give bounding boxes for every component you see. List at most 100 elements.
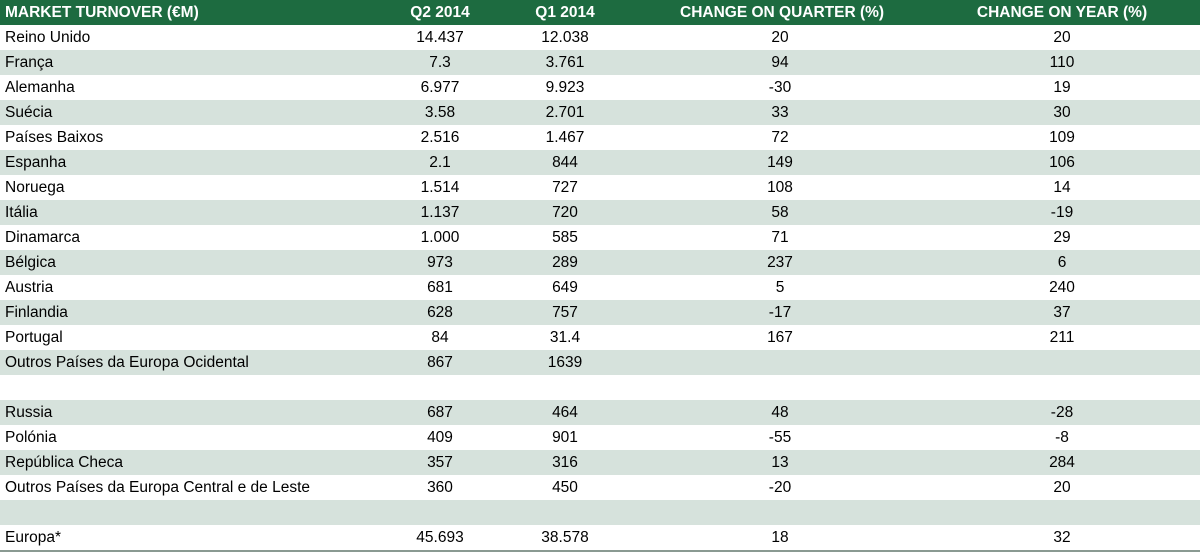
table-row: Noruega 1.514 727 108 14 — [0, 175, 1200, 200]
row-value: 6 — [1057, 254, 1067, 271]
row-label: Noruega — [5, 179, 65, 196]
row-value: 7.3 — [429, 54, 451, 71]
bottom-border — [0, 550, 1200, 552]
row-value: 720 — [552, 204, 578, 221]
row-label: Outros Países da Europa Central e de Les… — [5, 479, 311, 496]
row-value: 360 — [427, 479, 453, 496]
row-value: 30 — [1053, 104, 1071, 121]
row-label: Suécia — [5, 104, 53, 121]
row-value: 844 — [552, 154, 578, 171]
table-row: Dinamarca 1.000 585 71 29 — [0, 225, 1200, 250]
row-value: 2.516 — [420, 129, 460, 146]
row-value: 727 — [552, 179, 578, 196]
row-label: República Checa — [5, 454, 124, 471]
row-label: Países Baixos — [5, 129, 104, 146]
row-value: 901 — [552, 429, 578, 446]
table-row: Outros Países da Europa Ocidental 867 1639 — [0, 350, 1200, 375]
row-value: 14.437 — [416, 29, 464, 46]
row-value: 681 — [427, 279, 453, 296]
row-value: -28 — [1050, 404, 1074, 421]
row-label: Dinamarca — [5, 229, 80, 246]
row-value: 2.1 — [429, 154, 451, 171]
header-cell: CHANGE ON YEAR (%) — [976, 4, 1148, 21]
row-value: 450 — [552, 479, 578, 496]
row-value: 628 — [427, 304, 453, 321]
row-value: 20 — [1053, 29, 1071, 46]
table-row: Países Baixos 2.516 1.467 72 109 — [0, 125, 1200, 150]
row-value: -55 — [768, 429, 792, 446]
row-value: 973 — [427, 254, 453, 271]
row-value: 84 — [431, 329, 449, 346]
row-value: 14 — [1053, 179, 1071, 196]
row-value: 12.038 — [541, 29, 589, 46]
row-value: 13 — [771, 454, 789, 471]
row-label: Alemanha — [5, 79, 75, 96]
row-value: 109 — [1049, 129, 1075, 146]
row-value: 45.693 — [416, 529, 464, 546]
row-value: 5 — [775, 279, 785, 296]
table-row: França 7.3 3.761 94 110 — [0, 50, 1200, 75]
row-value: 108 — [767, 179, 793, 196]
row-value: 167 — [767, 329, 793, 346]
row-value: 3.761 — [545, 54, 585, 71]
row-value: 19 — [1053, 79, 1071, 96]
row-label: Reino Unido — [5, 29, 91, 46]
row-value: 32 — [1053, 529, 1071, 546]
table-row: Itália 1.137 720 58 -19 — [0, 200, 1200, 225]
row-value: 1.137 — [420, 204, 460, 221]
table-row: Bélgica 973 289 237 6 — [0, 250, 1200, 275]
row-value: -19 — [1050, 204, 1074, 221]
row-value: 289 — [552, 254, 578, 271]
row-value: -20 — [768, 479, 792, 496]
header-cell: CHANGE ON QUARTER (%) — [680, 4, 885, 21]
header-cell: Q2 2014 — [410, 4, 470, 21]
table-row: Austria 681 649 5 240 — [0, 275, 1200, 300]
row-value: 110 — [1049, 54, 1075, 71]
header-row: MARKET TURNOVER (€M) Q2 2014 Q1 2014 CHANGE… — [0, 0, 1200, 25]
row-value: 211 — [1049, 329, 1075, 346]
row-label: Itália — [5, 204, 38, 221]
header-cell: MARKET TURNOVER (€M) — [5, 4, 199, 21]
spacer-row — [0, 375, 1200, 400]
row-value: -30 — [768, 79, 792, 96]
row-label: Portugal — [5, 329, 63, 346]
row-label: Outros Países da Europa Ocidental — [5, 354, 249, 371]
row-label: França — [5, 54, 54, 71]
row-value: 58 — [771, 204, 789, 221]
row-value: 106 — [1049, 154, 1075, 171]
row-value: 149 — [767, 154, 793, 171]
row-value: 585 — [552, 229, 578, 246]
row-value: 1.000 — [420, 229, 460, 246]
row-value: 29 — [1053, 229, 1071, 246]
row-value: 1.514 — [420, 179, 460, 196]
row-value: 20 — [771, 29, 789, 46]
row-value: 94 — [771, 54, 789, 71]
row-value: 409 — [427, 429, 453, 446]
row-value: 71 — [771, 229, 789, 246]
row-value: 464 — [552, 404, 578, 421]
row-value: 357 — [427, 454, 453, 471]
row-value: -8 — [1055, 429, 1069, 446]
row-value: 687 — [427, 404, 453, 421]
spacer-row — [0, 500, 1200, 525]
row-label: Polónia — [5, 429, 57, 446]
row-value: 237 — [767, 254, 793, 271]
table-row: Reino Unido 14.437 12.038 20 20 — [0, 25, 1200, 50]
row-value: 31.4 — [549, 329, 581, 346]
row-value: 20 — [1053, 479, 1071, 496]
row-value: 757 — [552, 304, 578, 321]
table-row: Alemanha 6.977 9.923 -30 19 — [0, 75, 1200, 100]
row-label: Bélgica — [5, 254, 56, 271]
table-row: Suécia 3.58 2.701 33 30 — [0, 100, 1200, 125]
table-row: Polónia 409 901 -55 -8 — [0, 425, 1200, 450]
row-value: 48 — [771, 404, 789, 421]
row-value: 2.701 — [545, 104, 585, 121]
row-value: 3.58 — [424, 104, 456, 121]
row-value: 9.923 — [545, 79, 585, 96]
table-row: Portugal 84 31.4 167 211 — [0, 325, 1200, 350]
row-value: 18 — [771, 529, 789, 546]
row-label: Espanha — [5, 154, 67, 171]
row-value: 72 — [771, 129, 789, 146]
table-row: República Checa 357 316 13 284 — [0, 450, 1200, 475]
